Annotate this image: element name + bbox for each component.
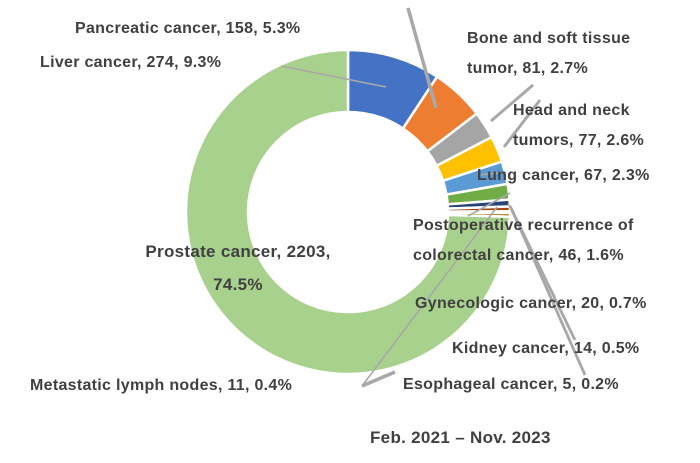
data-label-liver-cancer: Liver cancer, 274, 9.3% [40, 54, 222, 71]
data-label-bone-soft-tissue: Bone and soft tissue tumor, 81, 2.7% [467, 30, 631, 77]
leader-line [280, 65, 387, 88]
leader-line [406, 7, 438, 109]
leader-line [361, 370, 396, 388]
leader-line [361, 206, 498, 387]
data-label-gynecologic: Gynecologic cancer, 20, 0.7% [415, 295, 647, 312]
leader-line [490, 83, 534, 123]
data-label-esophageal-cancer: Esophageal cancer, 5, 0.2% [403, 376, 619, 393]
data-label-lung-cancer: Lung cancer, 67, 2.3% [477, 167, 650, 184]
data-label-kidney-cancer: Kidney cancer, 14, 0.5% [452, 340, 640, 357]
data-label-colorectal: Postoperative recurrence of colorectal c… [413, 217, 634, 264]
data-label-prostate-cancer: Prostate cancer, 2203, 74.5% [145, 242, 331, 294]
period-label: Feb. 2021 – Nov. 2023 [370, 428, 551, 447]
data-label-head-neck: Head and neck tumors, 77, 2.6% [513, 102, 645, 149]
data-label-metastatic-lymph-nodes: Metastatic lymph nodes, 11, 0.4% [30, 377, 293, 394]
data-label-pancreatic-cancer: Pancreatic cancer, 158, 5.3% [75, 20, 301, 37]
pie-slice-prostate-cancer[interactable] [184, 48, 512, 376]
leader-line [510, 209, 587, 376]
leader-line [467, 192, 511, 217]
leader-line [479, 171, 507, 176]
leader-line [502, 99, 542, 148]
